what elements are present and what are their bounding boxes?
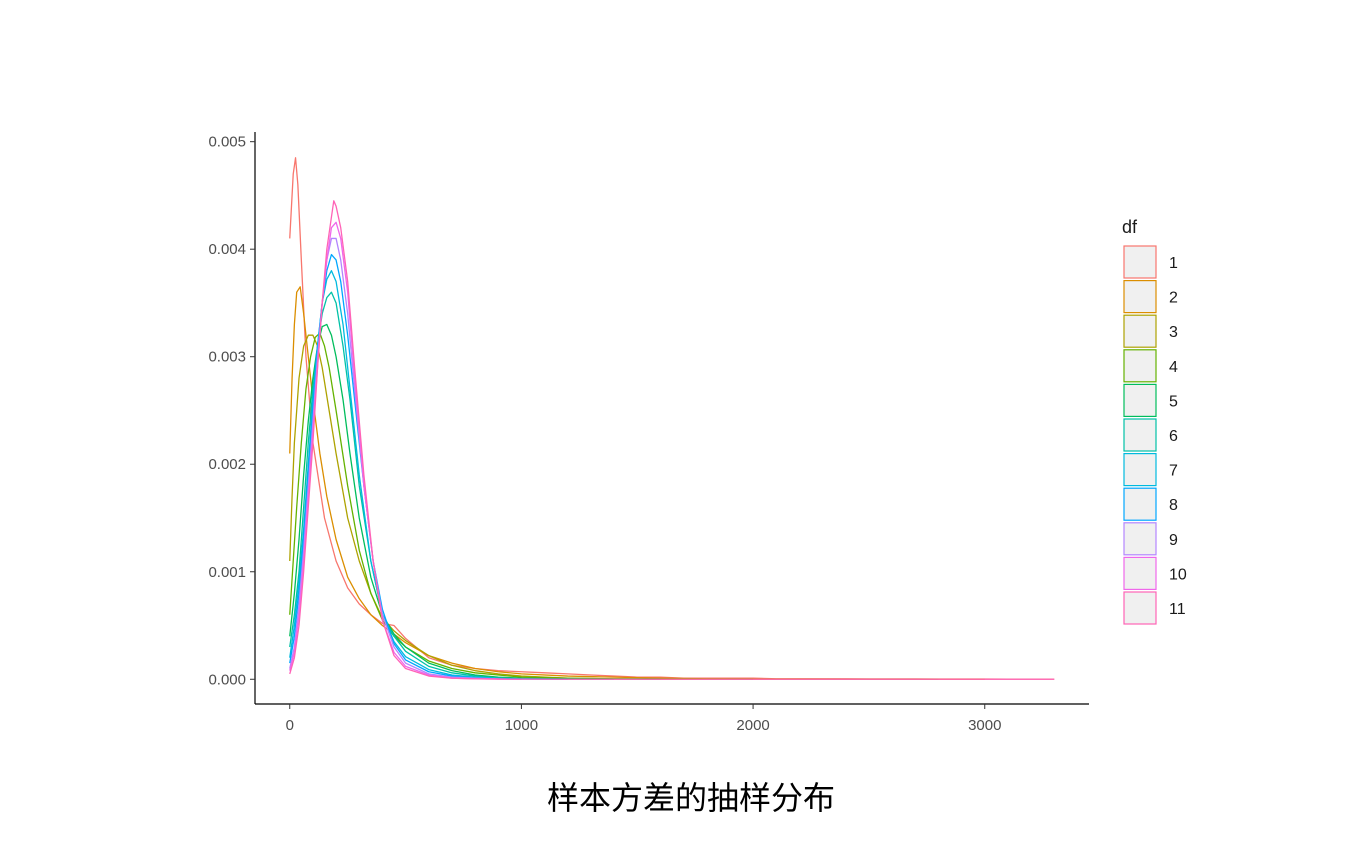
- y-axis-ticks: 0.000 0.001 0.002 0.003 0.004 0.005: [208, 134, 255, 688]
- legend-key-swatch: [1123, 418, 1157, 452]
- legend-key-swatch: [1123, 349, 1157, 383]
- series-line-df-5: [289, 323, 661, 680]
- legend-key-swatch: [1123, 591, 1157, 625]
- legend-label: 9: [1169, 532, 1178, 549]
- y-tick-label: 0.001: [208, 564, 246, 581]
- legend-label: 6: [1169, 428, 1178, 445]
- y-tick-label: 0.003: [208, 349, 246, 366]
- y-tick-label: 0.002: [208, 456, 246, 473]
- x-tick-label: 3000: [968, 717, 1001, 734]
- legend-item-df-9: 9: [1123, 522, 1178, 556]
- x-tick-label: 1000: [505, 717, 538, 734]
- series-line-df-6: [289, 291, 615, 680]
- series-line-df-9: [289, 237, 522, 680]
- legend-key-swatch: [1123, 556, 1157, 591]
- legend-item-df-2: 2: [1123, 280, 1178, 314]
- series-line-df-2: [289, 286, 985, 680]
- legend-item-df-4: 4: [1123, 349, 1178, 383]
- legend-item-df-10: 10: [1123, 556, 1187, 591]
- legend-label: 4: [1169, 359, 1178, 376]
- series-line-df-1: [289, 157, 1055, 680]
- legend-label: 1: [1169, 255, 1178, 272]
- legend-item-df-7: 7: [1123, 453, 1178, 487]
- series-line-df-4: [289, 332, 754, 680]
- legend-key-swatch: [1123, 280, 1157, 314]
- legend-key-swatch: [1123, 383, 1157, 417]
- legend-label: 7: [1169, 463, 1178, 480]
- legend-key-swatch: [1123, 487, 1157, 521]
- legend-label: 8: [1169, 497, 1178, 514]
- legend-label: 10: [1169, 566, 1187, 583]
- x-tick-label: 2000: [736, 717, 769, 734]
- legend-items: 1 2 3 4 5 6 7 8 9 10 11: [1123, 245, 1187, 625]
- legend-item-df-6: 6: [1123, 418, 1178, 452]
- legend-key-swatch: [1123, 245, 1157, 279]
- x-tick-label: 0: [286, 717, 294, 734]
- legend-item-df-8: 8: [1123, 487, 1178, 521]
- legend-item-df-1: 1: [1123, 245, 1178, 279]
- y-tick-label: 0.000: [208, 671, 246, 688]
- series-line-df-11: [289, 200, 1055, 680]
- legend: df 1 2 3 4 5 6 7 8 9 10 11: [1122, 217, 1187, 625]
- legend-key-swatch: [1123, 453, 1157, 487]
- y-tick-label: 0.005: [208, 134, 246, 151]
- legend-label: 11: [1169, 601, 1186, 618]
- series-line-df-8: [289, 253, 568, 680]
- legend-label: 3: [1169, 324, 1178, 341]
- legend-item-df-5: 5: [1123, 383, 1178, 417]
- series-line-df-7: [289, 270, 568, 680]
- legend-title: df: [1122, 217, 1138, 237]
- legend-key-swatch: [1123, 522, 1157, 556]
- legend-label: 5: [1169, 393, 1178, 410]
- legend-item-df-11: 11: [1123, 591, 1186, 625]
- plot-lines: [289, 157, 1055, 680]
- chart-caption: 样本方差的抽样分布: [547, 779, 835, 817]
- legend-key-swatch: [1123, 314, 1157, 348]
- x-axis-ticks: 0 1000 2000 3000: [286, 704, 1001, 734]
- legend-label: 2: [1169, 290, 1178, 307]
- y-tick-label: 0.004: [208, 241, 246, 258]
- legend-item-df-3: 3: [1123, 314, 1178, 348]
- series-line-df-10: [289, 221, 522, 680]
